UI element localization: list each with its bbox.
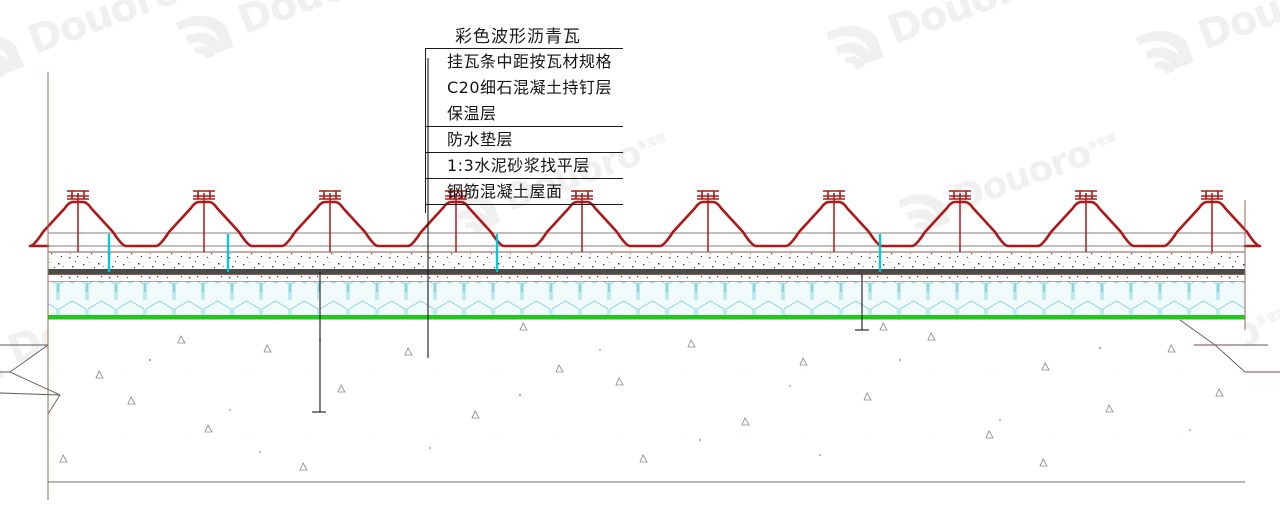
annotation-rule — [425, 178, 623, 179]
break-line-right — [1179, 319, 1280, 373]
leader-lines — [312, 58, 869, 413]
annotation-row: C20细石混凝土持钉层 — [425, 76, 612, 100]
annotation-spine — [425, 48, 426, 213]
break-line-left — [0, 344, 61, 415]
slab-reinforced-concrete — [48, 320, 1245, 483]
annotation-label: 保温层 — [447, 104, 497, 123]
fastener-nails — [107, 234, 882, 272]
annotation-rule — [425, 152, 623, 153]
layer-c20-nail-base — [48, 274, 1245, 281]
layer-cement-screed — [48, 251, 1245, 269]
annotation-rule — [425, 126, 623, 127]
annotation-title: 彩色波形沥青瓦 — [455, 27, 581, 47]
annotation-row: 钢筋混凝土屋面 — [425, 180, 563, 204]
annotation-rule — [425, 204, 623, 205]
annotation-rule — [425, 48, 623, 49]
layer-waterproof-membrane — [48, 315, 1245, 320]
annotation-row: 保温层 — [425, 102, 497, 126]
corrugated-asphalt-tile-profile — [28, 190, 1262, 252]
annotation-row: 挂瓦条中距按瓦材规格 — [425, 50, 612, 74]
annotation-row: 1:3水泥砂浆找平层 — [425, 154, 590, 178]
annotation-label: 防水垫层 — [447, 130, 514, 149]
tile-wave-path — [28, 200, 1262, 248]
annotation-label: 钢筋混凝土屋面 — [447, 182, 563, 201]
annotation-label: C20细石混凝土持钉层 — [447, 78, 613, 97]
annotation-label: 挂瓦条中距按瓦材规格 — [447, 52, 613, 71]
layer-waterproof-underlay — [48, 269, 1245, 274]
layer-insulation — [48, 280, 1245, 315]
annotation-row: 防水垫层 — [425, 128, 513, 152]
annotation-label: 1:3水泥砂浆找平层 — [447, 156, 590, 175]
